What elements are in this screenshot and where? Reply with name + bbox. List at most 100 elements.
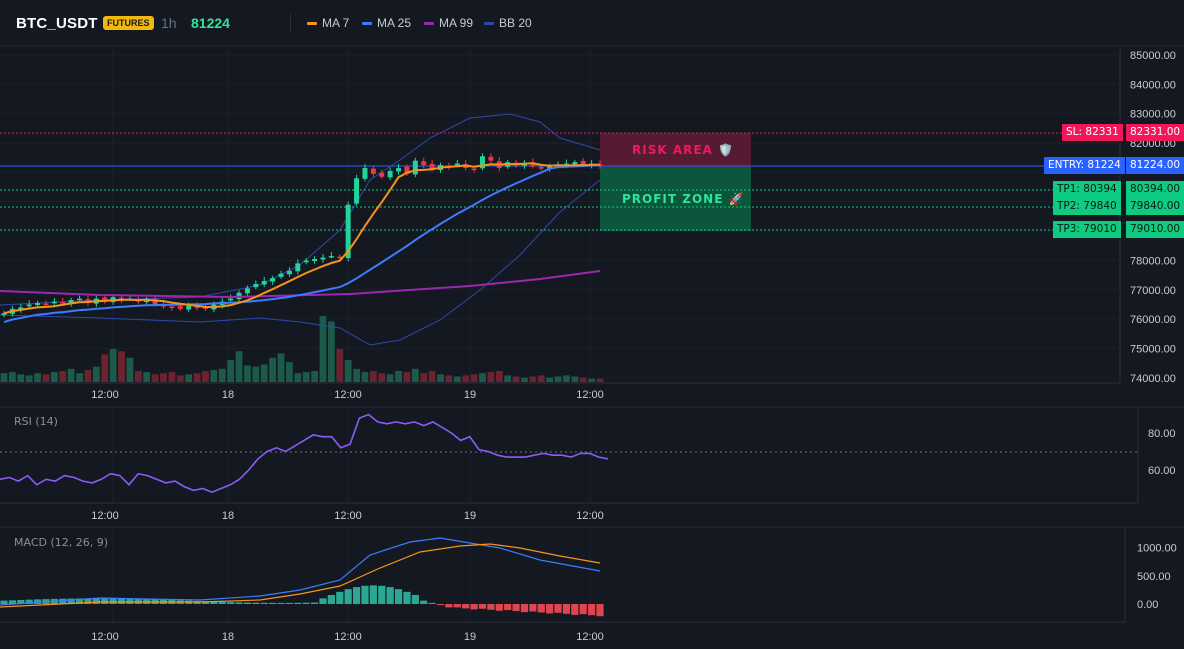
volume-bar (521, 377, 528, 382)
candle-body (177, 306, 183, 309)
macd-line (0, 537, 601, 606)
volume-bar (596, 378, 604, 382)
time-tick-label: 19 (464, 389, 476, 401)
volume-bar (495, 371, 503, 382)
macd-hist-bar (504, 604, 512, 611)
sl-price-label: 82331.00 (1126, 124, 1184, 141)
volume-bar (546, 377, 554, 382)
volume-bar (563, 375, 570, 382)
volume-bar (235, 351, 243, 382)
bb-upper-line (0, 113, 601, 306)
profit-zone[interactable] (600, 167, 751, 231)
volume-bar (92, 366, 100, 382)
candle-body (572, 162, 578, 165)
price-tick-label: 74000.00 (1130, 373, 1176, 385)
candle-body (119, 297, 125, 301)
legend-ma99[interactable]: MA 99 (424, 16, 473, 30)
macd-hist-bar (378, 585, 386, 604)
macd-hist-bar (369, 585, 377, 604)
candle-body (261, 280, 267, 285)
macd-hist-bar (336, 591, 344, 604)
candle-body (1, 313, 7, 316)
macd-hist-bar (117, 598, 126, 604)
candle-body (345, 204, 351, 259)
volume-bar (571, 376, 579, 382)
macd-hist-bar (227, 602, 235, 604)
time-tick-label: 12:00 (334, 631, 362, 643)
risk-area-zone[interactable] (600, 133, 751, 167)
volume-bar (479, 373, 486, 382)
volume-bar (185, 374, 193, 382)
macd-hist-bar (579, 604, 587, 615)
macd-hist-bar (218, 601, 226, 604)
candle-body (580, 160, 586, 166)
bb-lower-line (0, 179, 601, 346)
volume-bar (42, 374, 50, 382)
time-tick-label: 12:00 (334, 389, 362, 401)
macd-hist-bar (562, 604, 571, 614)
volume-bar (218, 368, 226, 382)
volume-bar (588, 378, 596, 382)
chart-grid (0, 46, 1120, 622)
tp1-tag[interactable]: TP1: 80394 (1053, 181, 1121, 198)
candle-body (152, 298, 158, 305)
candle-body (295, 263, 301, 272)
timeframe-selector[interactable]: 1h (161, 15, 177, 31)
macd-hist-bar (252, 602, 260, 604)
macd-hist-bar (59, 598, 67, 604)
legend-bb20[interactable]: BB 20 (484, 16, 532, 30)
candle-body (547, 166, 553, 169)
tp3-tag[interactable]: TP3: 79010 (1053, 221, 1121, 238)
ma25-swatch-icon (362, 21, 372, 25)
candle-body (169, 306, 175, 309)
legend-ma7[interactable]: MA 7 (307, 16, 349, 30)
macd-pane-label: MACD (12, 26, 9) (14, 536, 109, 549)
candle-body (337, 256, 343, 259)
macd-hist-bar (243, 602, 252, 604)
tp2-tag[interactable]: TP2: 79840 (1053, 198, 1121, 215)
ma99-swatch-icon (424, 21, 434, 25)
macd-tick-label: 0.00 (1137, 599, 1158, 611)
price-tick-label: 82000.00 (1130, 138, 1176, 150)
candle-body (396, 167, 402, 172)
candle-body (530, 162, 536, 167)
ma7-line (3, 162, 601, 315)
price-tick-label: 77000.00 (1130, 285, 1176, 297)
time-tick-label: 12:00 (334, 510, 362, 522)
price-tick-label: 83000.00 (1130, 109, 1176, 121)
volume-bar (311, 371, 318, 382)
legend-ma25[interactable]: MA 25 (362, 16, 411, 30)
macd-hist-bar (277, 602, 285, 604)
entry-price-label: 81224.00 (1126, 157, 1184, 174)
candle-body (43, 303, 49, 306)
volume-bar (202, 371, 209, 382)
volume-bar (143, 372, 151, 382)
price-tick-label: 78000.00 (1130, 255, 1176, 267)
macd-hist-bar (126, 598, 134, 604)
volume-bar (286, 362, 293, 382)
signal-line (0, 543, 601, 608)
candlesticks[interactable] (1, 153, 603, 318)
symbol-title[interactable]: BTC_USDT (16, 15, 98, 32)
entry-tag[interactable]: ENTRY: 81224 (1044, 157, 1125, 174)
volume-bar (260, 364, 268, 382)
sl-tag[interactable]: SL: 82331 (1062, 124, 1123, 141)
macd-hist-bar (537, 604, 545, 613)
macd-hist-bar (403, 591, 411, 604)
candle-body (471, 168, 477, 171)
time-tick-label: 18 (222, 389, 234, 401)
futures-badge: FUTURES (103, 16, 154, 30)
price-axis[interactable]: 85000.00 84000.00 83000.00 82000.00 78000.00… (1130, 50, 1176, 385)
candle-body (60, 302, 66, 304)
volume-bar (244, 365, 251, 382)
macd-hist-bar (478, 604, 487, 609)
macd-axis: 1000.00 500.00 0.00 (1137, 543, 1177, 612)
macd-hist-bar (235, 602, 243, 604)
price-tick-label: 76000.00 (1130, 314, 1176, 326)
macd-hist-bar (596, 604, 604, 617)
volume-bar (462, 375, 470, 382)
candle-body (412, 160, 418, 175)
header-divider (290, 14, 291, 32)
time-tick-label: 12:00 (91, 631, 119, 643)
